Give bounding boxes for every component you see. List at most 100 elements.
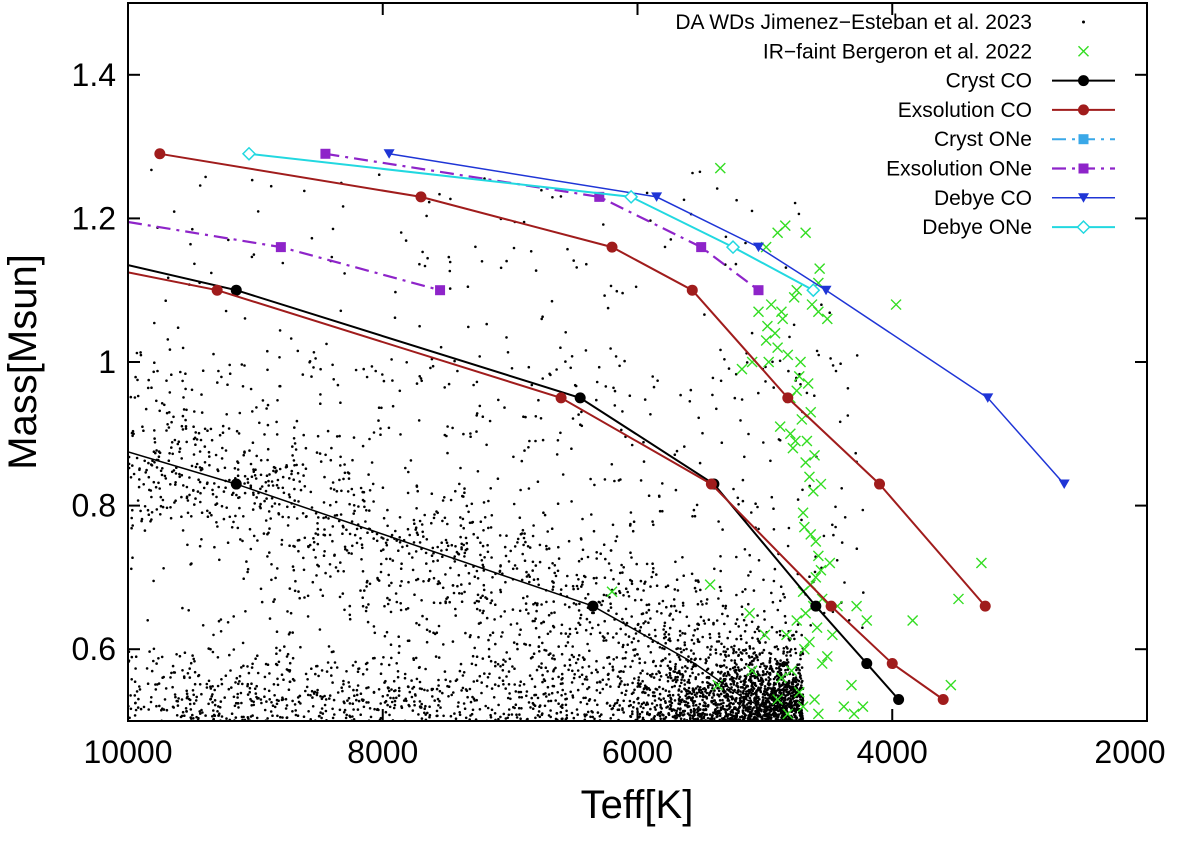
data-point [220,678,223,681]
data-point [258,421,261,425]
data-point [303,596,306,599]
data-point [596,711,600,714]
data-point [172,469,176,472]
data-point [626,643,629,646]
data-point [733,644,736,648]
data-point [599,680,602,684]
data-point [243,474,247,478]
data-point [383,681,386,684]
data-point [725,704,729,708]
data-point [505,651,509,654]
data-point [528,575,531,578]
data-point [323,475,326,479]
data-point [280,543,284,546]
data-point [411,709,415,712]
data-point [357,667,361,670]
data-point [577,578,580,581]
data-point [181,710,185,714]
data-point [156,369,159,373]
data-point [796,683,800,686]
data-point [446,425,449,428]
data-point [577,654,581,657]
data-point [466,285,470,289]
data-point [661,482,664,485]
data-point [228,653,231,657]
data-point [152,450,156,454]
data-point [316,688,319,692]
data-point [168,411,171,414]
data-point [669,700,672,703]
data-point [181,529,185,532]
data-point [211,715,214,718]
data-point [800,518,803,522]
data-point [648,713,651,717]
data-point [658,714,662,718]
y-tick-label: 1 [98,344,116,380]
data-point [403,676,407,680]
data-point [395,696,398,700]
data-point [265,407,268,410]
data-point [586,687,589,691]
data-point [540,603,543,606]
data-point [854,451,857,455]
data-point [612,577,615,581]
data-point [200,538,203,541]
data-point [526,545,530,548]
data-point [668,653,671,656]
data-point [514,703,518,706]
data-point [506,716,510,720]
data-point [505,259,508,263]
data-point [579,616,582,620]
data-point [727,672,730,675]
data-point [550,611,553,615]
data-point [272,600,275,603]
data-point [750,655,754,659]
data-point [465,504,469,508]
da-wd-dots [128,168,865,721]
data-point [480,681,484,684]
data-point [232,695,236,699]
data-point [763,713,767,716]
data-point [664,585,668,589]
data-point [639,705,643,708]
data-point [444,573,447,576]
data-point [418,262,421,266]
data-point [531,560,535,564]
data-point [757,639,760,643]
data-point [764,678,768,681]
data-point [161,498,165,502]
data-point [246,693,250,696]
data-point [180,424,184,428]
data-point [191,654,194,657]
ir-faint-point [798,643,810,655]
data-point [522,415,525,419]
data-point [386,596,389,600]
data-point [414,550,418,553]
data-point [705,691,709,695]
data-point [377,173,381,176]
data-point [291,445,294,448]
data-point [216,381,219,384]
legend-label: DA WDs Jimenez−Esteban et al. 2023 [675,11,1032,34]
data-point [751,689,755,693]
data-point [635,562,638,566]
ir-faint-point [816,658,828,670]
data-point [532,578,536,581]
data-point [529,250,533,253]
data-point [437,656,441,659]
data-point [303,485,307,488]
data-point [585,678,589,681]
data-point [564,584,568,587]
data-point [748,645,751,648]
data-point [210,438,214,442]
data-point [617,479,621,482]
data-point [643,687,646,690]
data-point [694,687,698,690]
data-point [281,716,284,719]
data-point [536,714,540,717]
data-point [433,513,436,516]
data-point [688,691,691,695]
data-point [436,559,440,562]
data-point [238,506,241,510]
data-point [620,428,623,432]
